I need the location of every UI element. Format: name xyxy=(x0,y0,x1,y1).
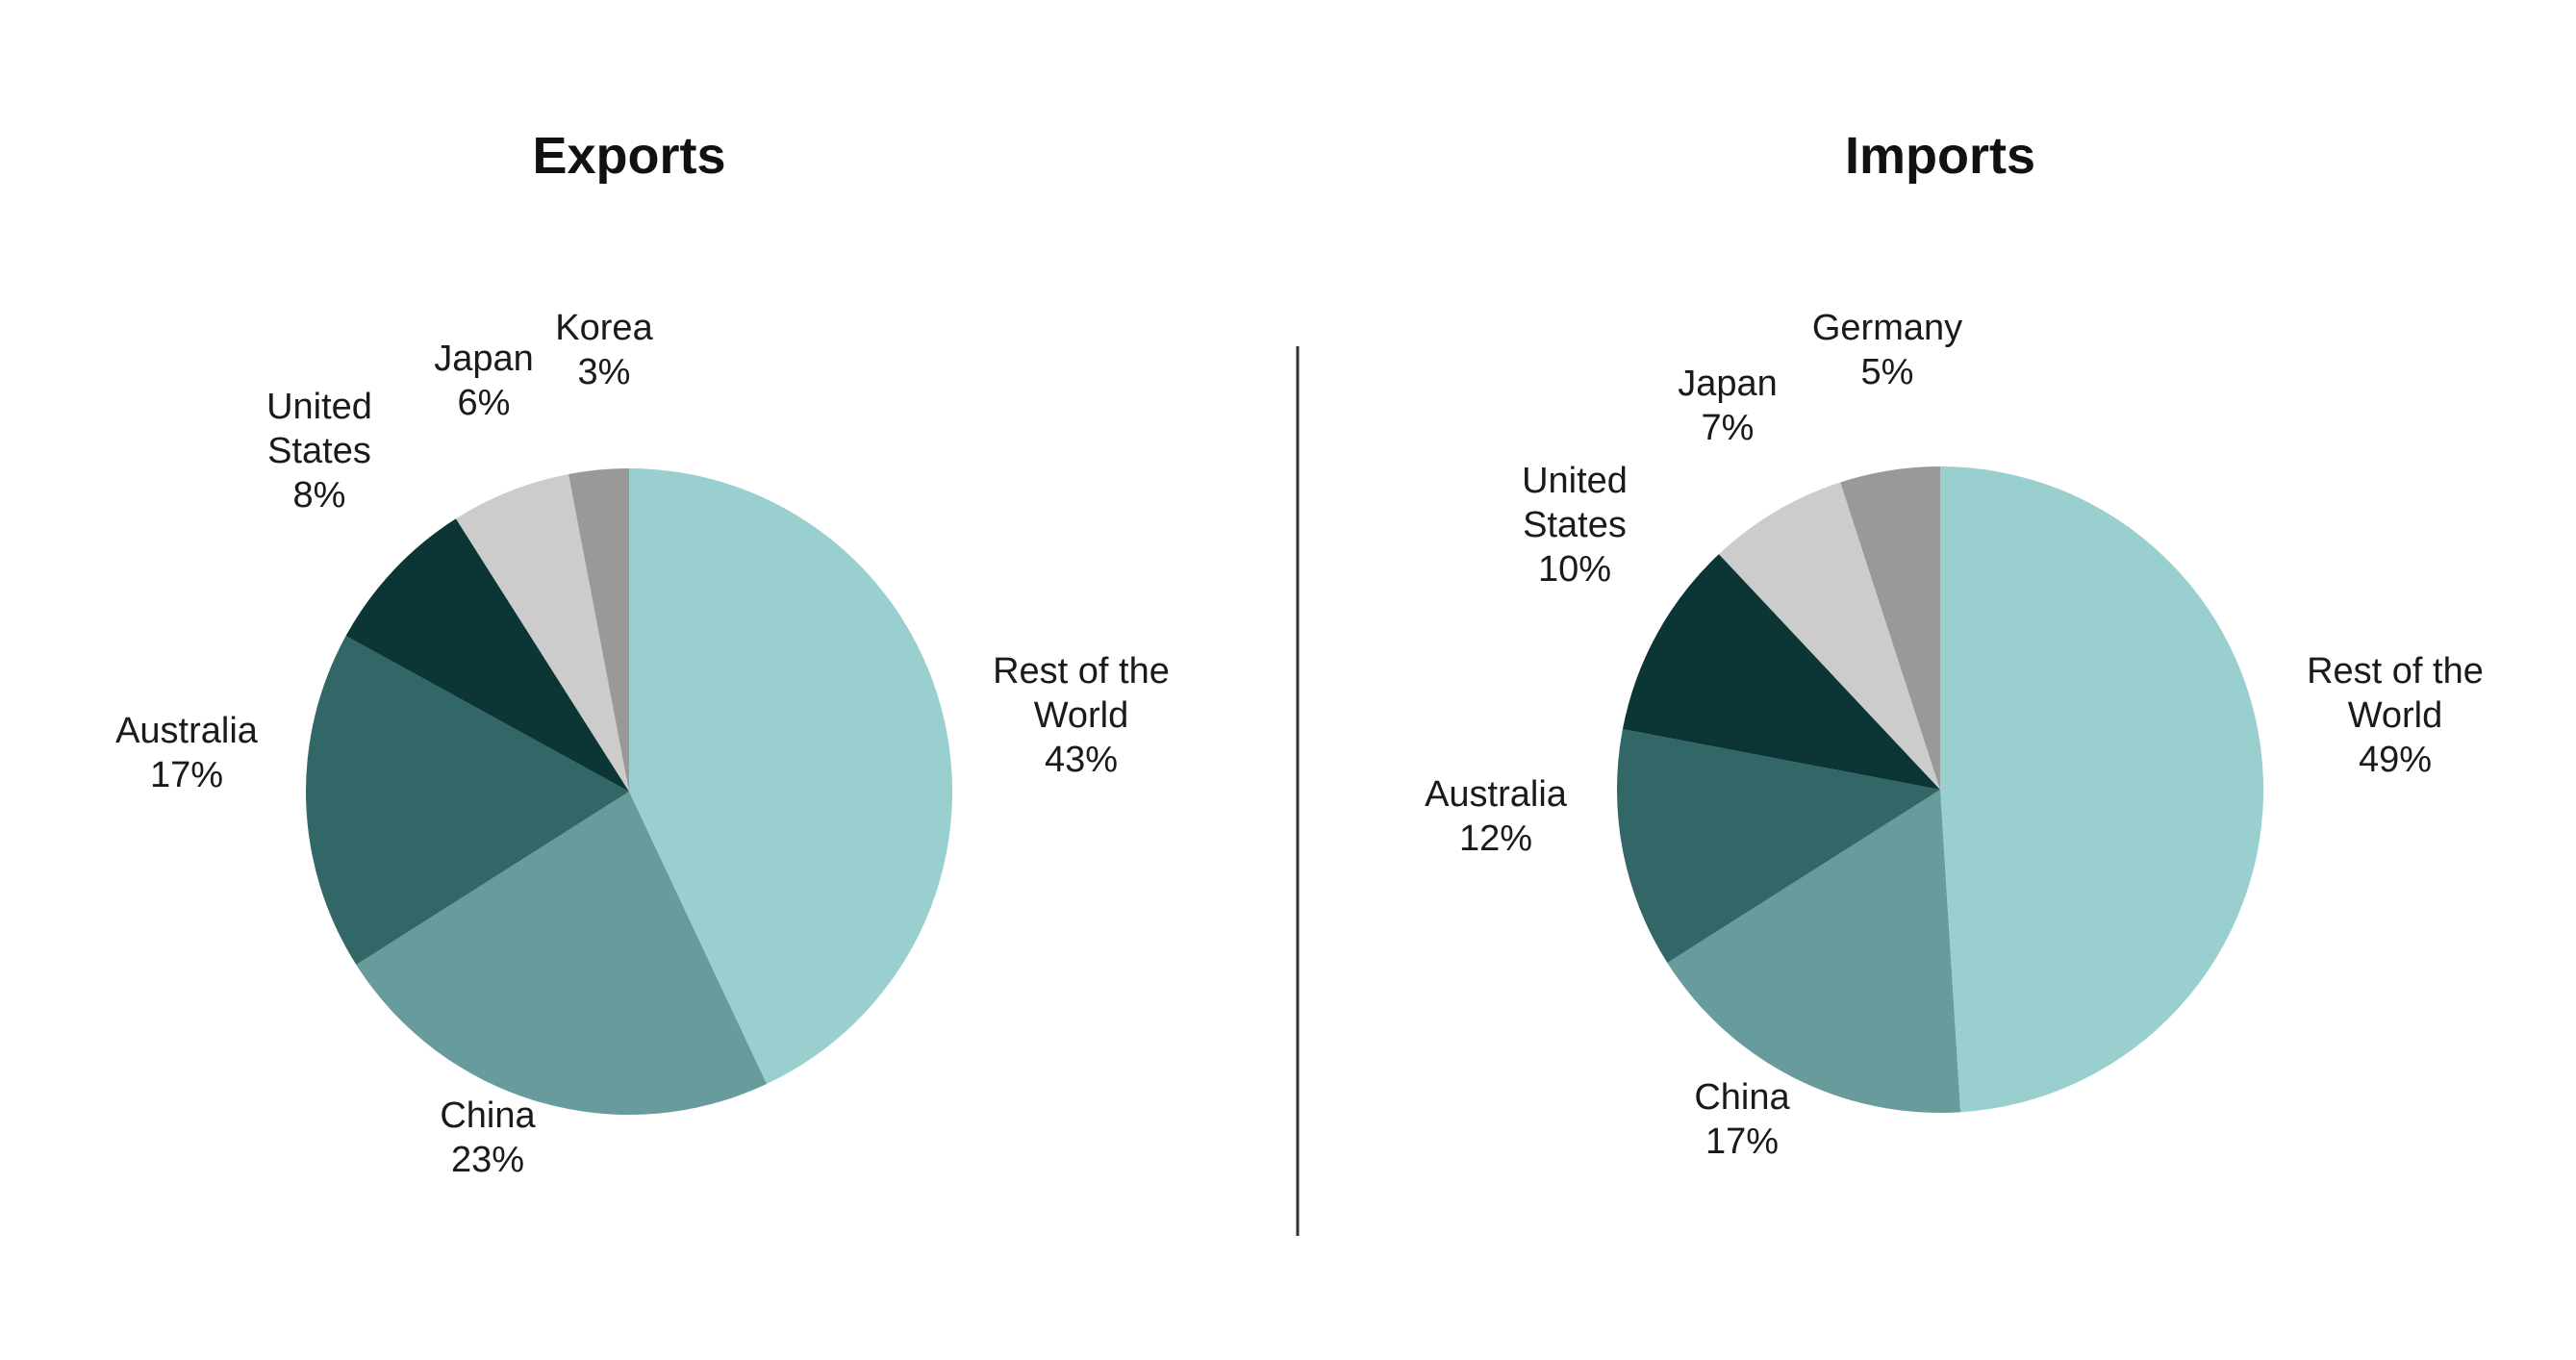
exports-label-rest-of-the-world-name-line: World xyxy=(1034,695,1129,736)
imports-label-united-states-name-line: United xyxy=(1522,461,1628,501)
imports-label-united-states: United States 10% xyxy=(1522,461,1628,590)
imports-slice-china xyxy=(1667,790,1961,1114)
imports-label-australia: Australia 12% xyxy=(1425,774,1568,859)
imports-label-germany: Germany 5% xyxy=(1812,308,1962,392)
imports-label-china: China 17% xyxy=(1694,1077,1790,1162)
exports-slice-australia xyxy=(306,636,629,966)
exports-label-china: China 23% xyxy=(440,1096,536,1180)
imports-label-china-value: 17% xyxy=(1705,1121,1779,1162)
imports-label-rest-of-the-world-value: 49% xyxy=(2359,740,2432,780)
exports-label-japan-value: 6% xyxy=(458,383,511,423)
exports-label-japan-name-line: Japan xyxy=(434,339,534,379)
imports-label-rest-of-the-world-name-line: Rest of the xyxy=(2307,651,2484,692)
exports-label-united-states-name-line: United xyxy=(266,387,372,427)
imports-label-japan-value: 7% xyxy=(1702,408,1755,448)
exports-label-rest-of-the-world: Rest of the World 43% xyxy=(993,651,1170,780)
exports-label-united-states-name-line: States xyxy=(267,431,371,471)
imports-label-japan-name-line: Japan xyxy=(1678,364,1778,404)
exports-label-china-name-line: China xyxy=(440,1096,536,1136)
imports-label-china-name-line: China xyxy=(1694,1077,1790,1118)
imports-slice-united-states xyxy=(1622,554,1940,790)
exports-label-japan: Japan 6% xyxy=(434,339,534,423)
exports-label-australia-name-line: Australia xyxy=(115,711,259,751)
exports-label-korea: Korea 3% xyxy=(555,308,653,392)
exports-label-rest-of-the-world-value: 43% xyxy=(1045,740,1118,780)
imports-label-germany-value: 5% xyxy=(1861,352,1914,392)
imports-slice-germany xyxy=(1840,466,1940,790)
imports-label-germany-name-line: Germany xyxy=(1812,308,1962,348)
exports-label-australia: Australia 17% xyxy=(115,711,259,795)
exports-label-australia-value: 17% xyxy=(150,755,223,795)
imports-slice-australia xyxy=(1616,729,1940,964)
imports-label-australia-name-line: Australia xyxy=(1425,774,1568,815)
exports-slice-korea xyxy=(568,468,629,792)
exports-slice-united-states xyxy=(345,518,629,792)
imports-label-australia-value: 12% xyxy=(1459,819,1532,859)
exports-pie-chart: Exports Rest of the World 43% China 23% Austra… xyxy=(115,127,1170,1180)
exports-label-korea-name-line: Korea xyxy=(555,308,653,348)
exports-label-korea-value: 3% xyxy=(578,352,631,392)
imports-label-united-states-name-line: States xyxy=(1523,505,1627,545)
imports-label-united-states-value: 10% xyxy=(1538,549,1611,590)
exports-slice-rest-of-the-world xyxy=(629,468,952,1085)
exports-label-united-states-value: 8% xyxy=(293,475,346,516)
exports-label-china-value: 23% xyxy=(451,1140,524,1180)
exports-slice-japan xyxy=(455,473,629,792)
exports-slice-china xyxy=(356,792,768,1115)
imports-label-japan: Japan 7% xyxy=(1678,364,1778,448)
imports-label-rest-of-the-world-name-line: World xyxy=(2348,695,2443,736)
imports-chart-title: Imports xyxy=(1845,127,2035,185)
imports-pie-chart: Imports Rest of the World 49% China 17% Austra… xyxy=(1425,127,2484,1162)
exports-label-rest-of-the-world-name-line: Rest of the xyxy=(993,651,1170,692)
exports-label-united-states: United States 8% xyxy=(266,387,372,516)
exports-chart-title: Exports xyxy=(532,127,725,185)
imports-slice-japan xyxy=(1718,482,1940,790)
imports-label-rest-of-the-world: Rest of the World 49% xyxy=(2307,651,2484,780)
imports-slice-rest-of-the-world xyxy=(1940,466,2264,1113)
